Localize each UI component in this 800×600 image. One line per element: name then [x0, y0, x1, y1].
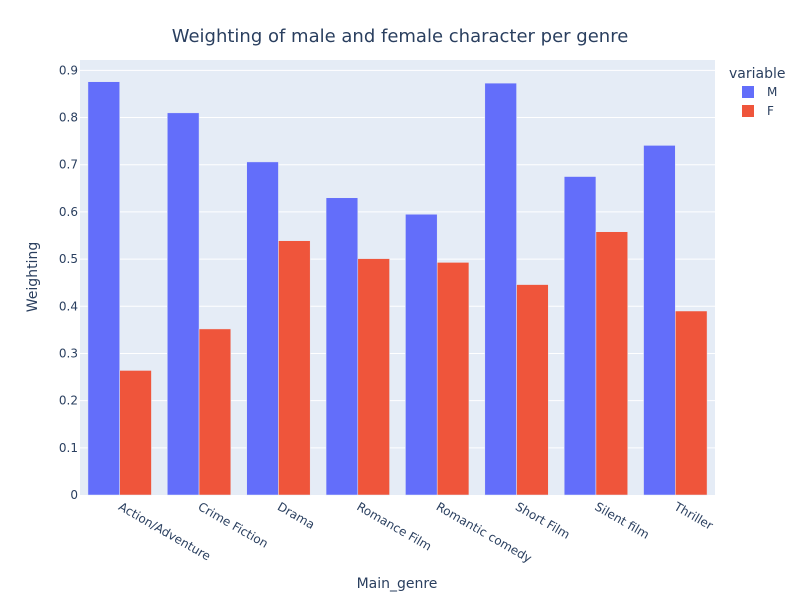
x-tick-label: Romance Film — [354, 499, 434, 553]
x-tick-label: Crime Fiction — [196, 499, 271, 550]
y-tick-label: 0.7 — [59, 158, 78, 172]
bar-f — [198, 328, 232, 496]
bar-f — [436, 262, 470, 496]
bar-m — [484, 82, 517, 496]
x-tick-label: Silent film — [592, 499, 651, 541]
bar-f — [357, 258, 390, 496]
bars — [87, 81, 708, 496]
legend-swatch-m — [742, 86, 754, 98]
y-tick-label: 0.9 — [59, 63, 78, 77]
legend-swatch-f — [742, 105, 754, 117]
bar-m — [405, 214, 438, 496]
legend: variable M F — [729, 66, 785, 118]
bar-m — [246, 161, 279, 496]
bar-f — [595, 231, 628, 496]
legend-label-m: M — [767, 85, 777, 99]
x-axis-title: Main_genre — [357, 576, 438, 592]
chart-title: Weighting of male and female character p… — [172, 26, 629, 47]
y-tick-label: 0.3 — [59, 346, 78, 360]
y-axis-ticks: 0 0.1 0.2 0.3 0.4 0.5 0.6 0.7 0.8 0.9 — [59, 63, 78, 502]
bar-f — [675, 310, 708, 496]
bar-f — [516, 284, 549, 496]
y-tick-label: 0.1 — [59, 441, 78, 455]
bar-m — [563, 176, 597, 496]
bar-m — [325, 197, 359, 496]
y-tick-label: 0.8 — [59, 111, 78, 125]
x-tick-label: Thriller — [671, 499, 715, 533]
y-tick-label: 0.5 — [59, 252, 78, 266]
legend-title: variable — [729, 66, 785, 82]
x-tick-label: Drama — [275, 499, 317, 531]
y-axis-title: Weighting — [25, 242, 41, 312]
bar-m — [87, 81, 120, 496]
bar-f — [278, 240, 311, 496]
bar-m — [643, 145, 676, 496]
y-tick-label: 0.4 — [59, 299, 78, 313]
x-tick-label: Short Film — [513, 499, 572, 541]
bar-f — [119, 370, 152, 496]
bar-m — [167, 112, 200, 496]
y-tick-label: 0 — [70, 488, 78, 502]
legend-label-f: F — [767, 104, 774, 118]
y-tick-label: 0.6 — [59, 205, 78, 219]
y-tick-label: 0.2 — [59, 394, 78, 408]
